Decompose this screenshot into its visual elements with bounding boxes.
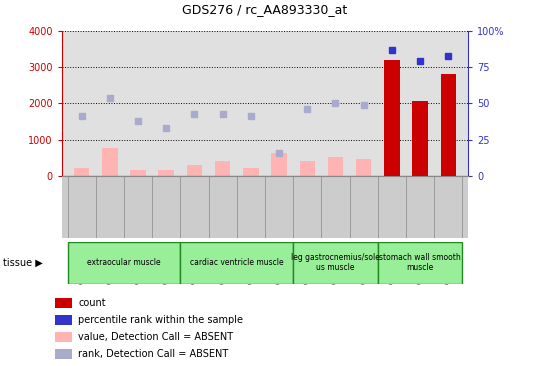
Bar [271,153,287,176]
Text: tissue ▶: tissue ▶ [3,258,43,268]
Bar [130,169,146,176]
Bar [102,148,118,176]
Bar [328,157,343,176]
Text: rank, Detection Call = ABSENT: rank, Detection Call = ABSENT [78,349,229,359]
Bar [356,160,371,176]
Bar [159,170,174,176]
Bar [412,101,428,176]
Bar [55,298,72,308]
Text: count: count [78,298,106,308]
Bar [243,168,259,176]
Bar [300,161,315,176]
Bar [441,75,456,176]
Text: value, Detection Call = ABSENT: value, Detection Call = ABSENT [78,332,233,342]
Text: extraocular muscle: extraocular muscle [87,258,161,267]
Text: GDS276 / rc_AA893330_at: GDS276 / rc_AA893330_at [182,3,348,16]
Text: leg gastrocnemius/sole
us muscle: leg gastrocnemius/sole us muscle [291,253,380,272]
Bar [215,161,230,176]
Text: stomach wall smooth
muscle: stomach wall smooth muscle [379,253,461,272]
Text: cardiac ventricle muscle: cardiac ventricle muscle [190,258,284,267]
Bar [55,349,72,359]
Bar [187,165,202,176]
Bar [384,60,400,176]
Bar [55,332,72,342]
Text: percentile rank within the sample: percentile rank within the sample [78,315,243,325]
Bar [55,315,72,325]
Bar [67,242,180,284]
Bar [180,242,293,284]
Bar [74,168,89,176]
Bar [293,242,378,284]
Bar [378,242,463,284]
